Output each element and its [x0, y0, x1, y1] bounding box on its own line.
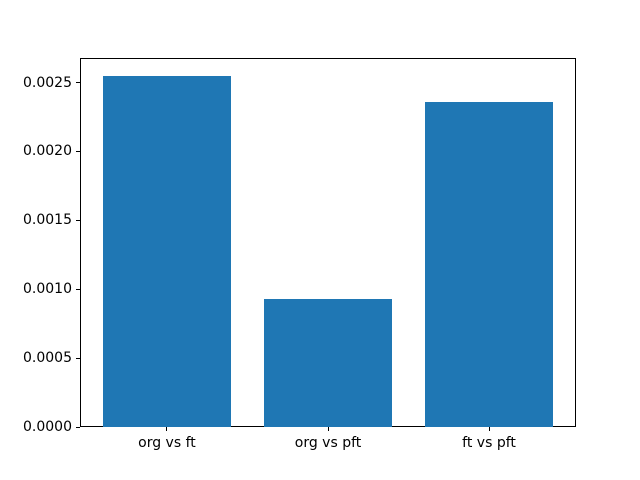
bar-ft-vs-pft: [424, 102, 554, 427]
x-tick-mark: [488, 427, 490, 431]
y-tick-label: 0.0010: [23, 281, 72, 298]
y-tick-label: 0.0020: [23, 143, 72, 160]
x-tick-mark: [327, 427, 329, 431]
y-tick-label: 0.0005: [23, 350, 72, 367]
x-tick-mark: [166, 427, 168, 431]
y-tick-label: 0.0000: [23, 419, 72, 435]
x-tick-label: org vs ft: [138, 435, 196, 451]
y-tick-mark: [76, 82, 80, 84]
y-tick-mark: [76, 426, 80, 428]
bar-org-vs-ft: [102, 76, 232, 427]
y-tick-mark: [76, 288, 80, 290]
x-tick-label: ft vs pft: [462, 435, 516, 451]
y-tick-label: 0.0025: [23, 74, 72, 91]
y-tick-label: 0.0015: [23, 212, 72, 229]
y-tick-mark: [76, 219, 80, 221]
bar-org-vs-pft: [263, 298, 393, 427]
y-tick-mark: [76, 150, 80, 152]
x-tick-label: org vs pft: [294, 435, 362, 451]
y-tick-mark: [76, 357, 80, 359]
